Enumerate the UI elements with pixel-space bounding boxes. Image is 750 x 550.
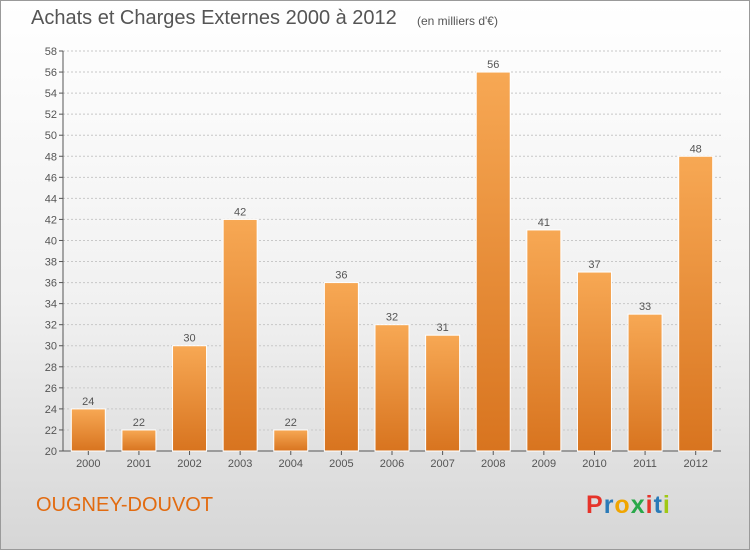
y-tick-label: 30 xyxy=(45,341,57,353)
bar-value-label: 22 xyxy=(285,417,297,429)
x-tick-label: 2007 xyxy=(430,458,454,470)
y-tick-label: 46 xyxy=(45,172,57,184)
x-tick-label: 2005 xyxy=(329,458,353,470)
y-tick-label: 28 xyxy=(45,362,57,374)
bar xyxy=(627,313,663,452)
bar-value-label: 31 xyxy=(436,322,448,334)
x-tick-label: 2011 xyxy=(633,458,657,470)
bar-value-label: 24 xyxy=(82,396,94,408)
y-tick-label: 24 xyxy=(45,404,57,416)
bar-value-label: 36 xyxy=(335,270,347,282)
bar-value-label: 37 xyxy=(588,259,600,271)
bar xyxy=(678,155,714,452)
bar-value-label: 30 xyxy=(183,333,195,345)
bar xyxy=(576,271,612,452)
chart-title: Achats et Charges Externes 2000 à 2012 xyxy=(31,7,397,29)
bar xyxy=(172,345,208,452)
y-tick-label: 36 xyxy=(45,278,57,290)
y-tick-label: 48 xyxy=(45,151,57,163)
bar-value-label: 56 xyxy=(487,59,499,71)
y-tick-label: 52 xyxy=(45,109,57,121)
y-tick-label: 42 xyxy=(45,214,57,226)
y-tick-label: 22 xyxy=(45,425,57,437)
y-tick-label: 40 xyxy=(45,235,57,247)
location-label: OUGNEY-DOUVOT xyxy=(36,494,214,516)
x-tick-label: 2002 xyxy=(177,458,201,470)
y-tick-label: 32 xyxy=(45,320,57,332)
x-tick-label: 2010 xyxy=(582,458,606,470)
bar xyxy=(70,408,106,452)
x-tick-label: 2009 xyxy=(532,458,556,470)
bar xyxy=(323,282,359,452)
bar xyxy=(475,71,511,452)
brand-logo: Proxiti xyxy=(586,491,671,519)
y-tick-label: 44 xyxy=(45,193,57,205)
bar xyxy=(526,229,562,452)
x-tick-label: 2012 xyxy=(683,458,707,470)
y-tick-label: 54 xyxy=(45,88,57,100)
bar-value-label: 48 xyxy=(690,143,702,155)
x-tick-label: 2008 xyxy=(481,458,505,470)
bar-value-label: 33 xyxy=(639,301,651,313)
bar xyxy=(121,429,157,452)
bar xyxy=(273,429,309,452)
x-tick-label: 2006 xyxy=(380,458,404,470)
y-tick-label: 34 xyxy=(45,299,57,311)
y-tick-label: 56 xyxy=(45,67,57,79)
y-tick-label: 50 xyxy=(45,130,57,142)
y-tick-label: 20 xyxy=(45,446,57,458)
bar xyxy=(222,218,258,452)
x-tick-label: 2001 xyxy=(127,458,151,470)
x-tick-label: 2004 xyxy=(279,458,303,470)
y-tick-label: 26 xyxy=(45,383,57,395)
x-tick-label: 2003 xyxy=(228,458,252,470)
chart-subtitle: (en milliers d'€) xyxy=(417,14,498,28)
bar-value-label: 41 xyxy=(538,217,550,229)
y-tick-label: 58 xyxy=(45,46,57,58)
bar-value-label: 42 xyxy=(234,206,246,218)
x-tick-label: 2000 xyxy=(76,458,100,470)
bar xyxy=(374,324,410,452)
bar xyxy=(425,334,461,452)
y-tick-label: 38 xyxy=(45,257,57,269)
bar-value-label: 22 xyxy=(133,417,145,429)
bar-value-label: 32 xyxy=(386,312,398,324)
